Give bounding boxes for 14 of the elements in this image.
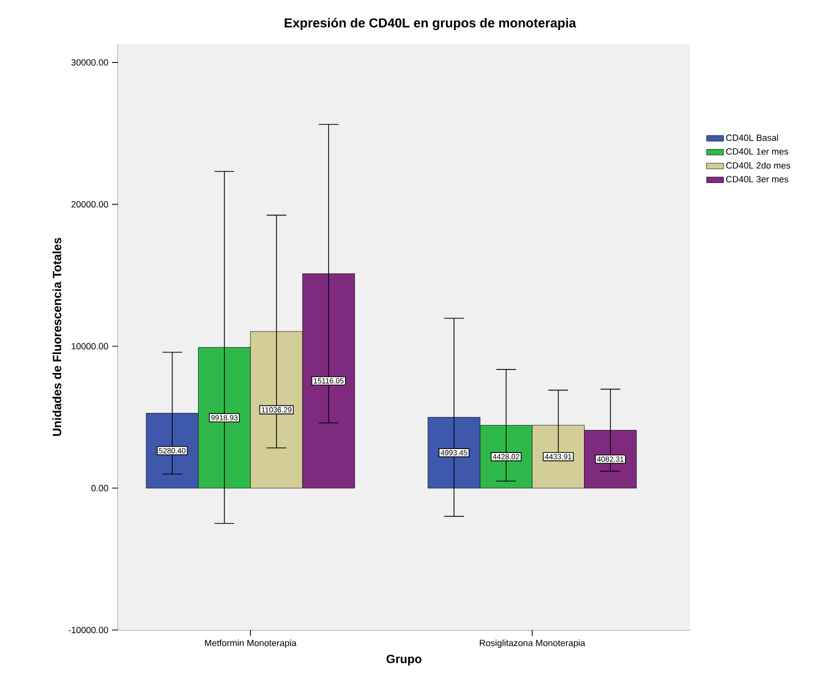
- legend-label: CD40L 2do mes: [726, 162, 790, 169]
- y-tick-label: 10000.00: [72, 343, 108, 350]
- legend-label: CD40L 3er mes: [726, 176, 788, 182]
- y-tick-label: 20000.00: [72, 201, 108, 208]
- y-tick-label: 30000.00: [71, 59, 108, 66]
- y-tick-label: -10000.00: [68, 626, 108, 634]
- y-tick-label: 0.00: [91, 484, 108, 492]
- y-axis-title: Unidades de Fluorescencia Totales: [52, 238, 62, 436]
- legend-label: CD40L 1er mes: [726, 148, 788, 155]
- x-tick-label: Rosiglitazona Monoterapia: [480, 640, 586, 648]
- x-tick-label: Metformin Monoterapia: [205, 640, 297, 648]
- legend-label: CD40L Basal: [726, 134, 778, 141]
- chart-title: Expresión de CD40L en grupos de monoterapia: [284, 18, 576, 30]
- x-axis-title: Grupo: [386, 654, 422, 666]
